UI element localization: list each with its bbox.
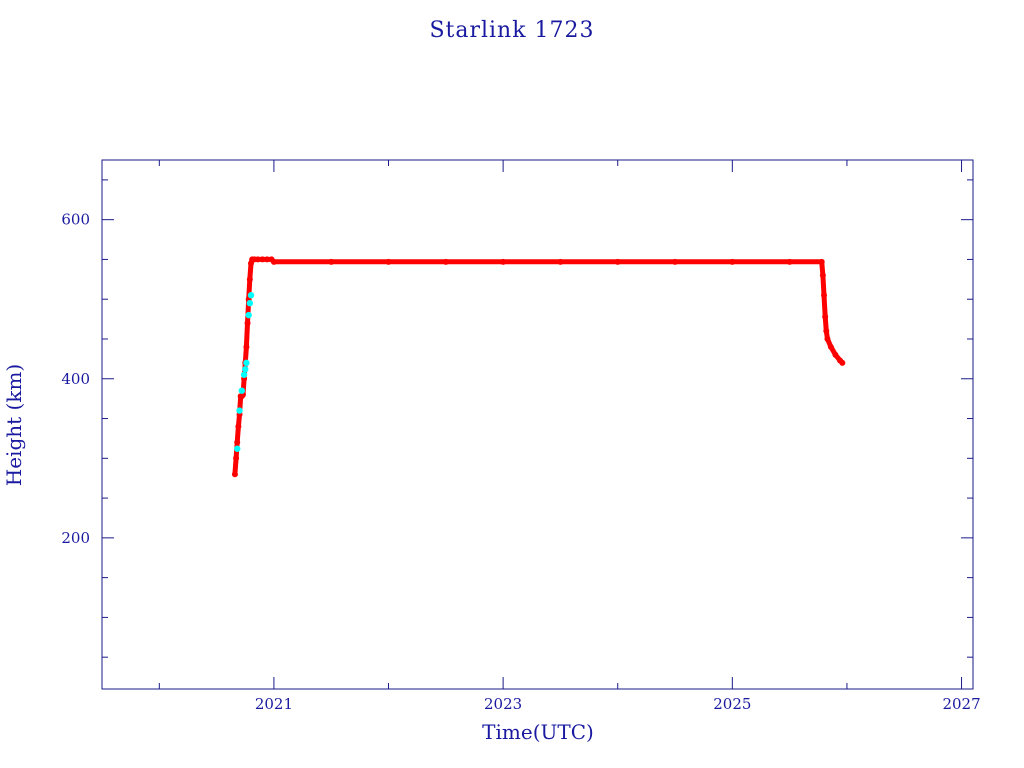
- data-point: [818, 258, 825, 265]
- data-point: [385, 258, 392, 265]
- data-point: [824, 335, 831, 342]
- data-point: [827, 343, 834, 350]
- data-point: [264, 256, 271, 263]
- data-point: [832, 351, 839, 358]
- data-point: [254, 256, 261, 263]
- data-point: [328, 258, 335, 265]
- tick-labels: 2021 2023 2025 2027 200 400 600: [61, 211, 980, 713]
- data-point: [231, 471, 238, 478]
- data-point: [786, 258, 793, 265]
- y-tick-label: 600: [61, 211, 90, 229]
- data-point: [259, 256, 266, 263]
- data-point: [614, 258, 621, 265]
- data-point: [672, 258, 679, 265]
- y-tick-label: 200: [61, 529, 90, 547]
- plot-frame: [101, 159, 974, 690]
- x-tick-label: 2027: [942, 695, 980, 713]
- axis-ticks: [102, 160, 973, 689]
- data-point: [235, 423, 242, 430]
- data-point: [234, 439, 241, 446]
- data-point: [823, 328, 830, 335]
- y-axis-label: Height (km): [2, 364, 26, 486]
- x-tick-label: 2021: [255, 695, 293, 713]
- data-point-highlight: [234, 445, 241, 452]
- data-point: [270, 258, 277, 265]
- data-points: [231, 256, 846, 478]
- data-point: [822, 313, 829, 320]
- data-point: [500, 258, 507, 265]
- data-point-highlight: [245, 311, 252, 319]
- data-point: [839, 359, 846, 366]
- data-point-highlight: [247, 292, 255, 299]
- data-point-highlight: [236, 407, 243, 414]
- data-point: [821, 292, 828, 299]
- data-point: [557, 258, 564, 265]
- data-point-highlight: [246, 299, 254, 307]
- data-point-highlight: [240, 371, 248, 378]
- height-trace: [232, 256, 845, 477]
- data-point: [233, 455, 240, 462]
- x-tick-label: 2025: [713, 695, 751, 713]
- data-point: [442, 258, 449, 265]
- data-point: [819, 272, 826, 279]
- data-point: [244, 320, 251, 327]
- chart-title: Starlink 1723: [429, 18, 594, 43]
- data-point: [729, 258, 736, 265]
- data-point-highlight: [243, 359, 250, 367]
- y-tick-label: 400: [61, 370, 90, 388]
- data-point-highlight: [242, 366, 249, 373]
- data-point-highlight: [238, 387, 246, 394]
- x-tick-label: 2023: [484, 695, 522, 713]
- data-point: [246, 276, 253, 283]
- x-axis-label: Time(UTC): [482, 720, 594, 744]
- data-point: [243, 343, 250, 350]
